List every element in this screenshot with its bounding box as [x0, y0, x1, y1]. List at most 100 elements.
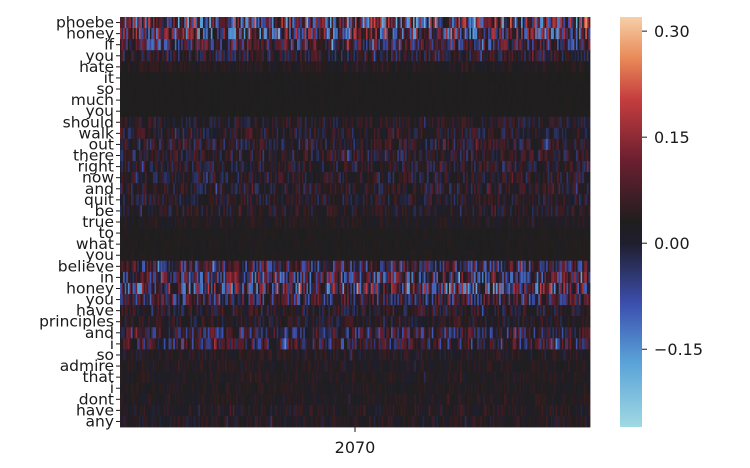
heatmap-cell	[217, 138, 220, 151]
heatmap-cell	[181, 116, 184, 129]
heatmap-cell	[217, 94, 220, 107]
heatmap-cell	[347, 28, 350, 40]
heatmap-cell	[201, 116, 204, 129]
heatmap-cell	[350, 127, 353, 140]
heatmap-cell	[224, 61, 227, 73]
heatmap-cell	[176, 116, 179, 129]
heatmap-cell	[199, 72, 202, 84]
heatmap-cell	[560, 172, 563, 184]
heatmap-cell	[251, 50, 254, 62]
heatmap-cell	[381, 28, 384, 40]
heatmap-cell	[370, 161, 373, 173]
heatmap-cell	[226, 172, 229, 184]
heatmap-cell	[303, 72, 306, 84]
heatmap-cell	[417, 50, 420, 62]
heatmap-cell	[505, 17, 508, 29]
heatmap-cell	[201, 50, 204, 62]
heatmap-cell	[293, 105, 296, 118]
heatmap-cell	[503, 83, 506, 95]
heatmap-cell	[469, 138, 472, 151]
heatmap-cell	[561, 161, 564, 173]
heatmap-cell	[588, 72, 591, 84]
heatmap-cell	[400, 138, 403, 151]
heatmap-cell	[406, 161, 409, 173]
heatmap-cell	[416, 94, 419, 107]
heatmap-cell	[184, 116, 187, 129]
heatmap-cell	[271, 39, 274, 51]
heatmap-cell	[447, 149, 450, 162]
heatmap-cell	[137, 61, 140, 73]
heatmap-cell	[146, 127, 149, 140]
heatmap-cell	[289, 194, 292, 206]
heatmap-cell	[282, 149, 285, 162]
heatmap-cell	[292, 172, 295, 184]
heatmap-cell	[431, 94, 434, 107]
heatmap-cell	[204, 72, 207, 84]
heatmap-cell	[301, 83, 304, 95]
heatmap-cell	[444, 127, 447, 140]
heatmap-cell	[270, 83, 273, 95]
heatmap-cell	[353, 194, 356, 206]
heatmap-cell	[489, 116, 492, 129]
heatmap-cell	[325, 39, 328, 51]
heatmap-cell	[427, 183, 430, 195]
heatmap-cell	[398, 116, 401, 129]
heatmap-cell	[383, 149, 386, 162]
heatmap-cell	[320, 116, 323, 129]
heatmap-cell	[546, 138, 549, 151]
heatmap-cell	[365, 172, 368, 184]
heatmap-cell	[528, 105, 531, 118]
heatmap-cell	[400, 183, 403, 195]
heatmap-cell	[215, 194, 218, 206]
heatmap-cell	[253, 161, 256, 173]
heatmap-cell	[135, 116, 138, 129]
heatmap-cell	[496, 28, 498, 40]
heatmap-cell	[192, 28, 195, 40]
heatmap-cell	[528, 39, 531, 51]
heatmap-cell	[389, 94, 392, 107]
heatmap-cell	[304, 17, 307, 29]
heatmap-cell	[308, 105, 310, 118]
heatmap-cell	[182, 161, 185, 173]
heatmap-cell	[207, 72, 210, 84]
heatmap-cell	[306, 83, 309, 95]
heatmap-cell	[568, 138, 571, 151]
heatmap-cell	[207, 161, 210, 173]
heatmap-cell	[398, 183, 401, 195]
heatmap-cell	[447, 17, 450, 29]
heatmap-cell	[251, 194, 254, 206]
heatmap-cell	[308, 39, 310, 51]
heatmap-cell	[355, 127, 357, 140]
heatmap-cell	[129, 17, 132, 29]
heatmap-cell	[317, 94, 320, 107]
heatmap-cell	[295, 172, 298, 184]
heatmap-cell	[367, 28, 370, 40]
heatmap-cell	[270, 17, 273, 29]
heatmap-cell	[423, 83, 426, 95]
heatmap-cell	[541, 61, 544, 73]
heatmap-cell	[273, 50, 276, 62]
heatmap-cell	[428, 194, 431, 206]
heatmap-cell	[483, 61, 486, 73]
heatmap-cell	[427, 172, 430, 184]
heatmap-cell	[256, 72, 259, 84]
heatmap-cell	[278, 17, 281, 29]
heatmap-cell	[564, 138, 567, 151]
heatmap-cell	[273, 161, 276, 173]
heatmap-cell	[450, 61, 453, 73]
heatmap-cell	[477, 105, 480, 118]
heatmap-cell	[538, 138, 541, 151]
heatmap-cell	[394, 83, 397, 95]
heatmap-cell	[170, 61, 173, 73]
heatmap-cell	[134, 50, 137, 62]
heatmap-cell	[315, 50, 318, 62]
heatmap-cell	[425, 172, 428, 184]
heatmap-cell	[126, 138, 129, 151]
heatmap-cell	[259, 149, 262, 162]
heatmap-cell	[477, 149, 480, 162]
heatmap-cell	[449, 50, 451, 62]
heatmap-cell	[253, 39, 256, 51]
heatmap-cell	[474, 61, 477, 73]
heatmap-cell	[564, 161, 567, 173]
heatmap-cell	[481, 138, 484, 151]
